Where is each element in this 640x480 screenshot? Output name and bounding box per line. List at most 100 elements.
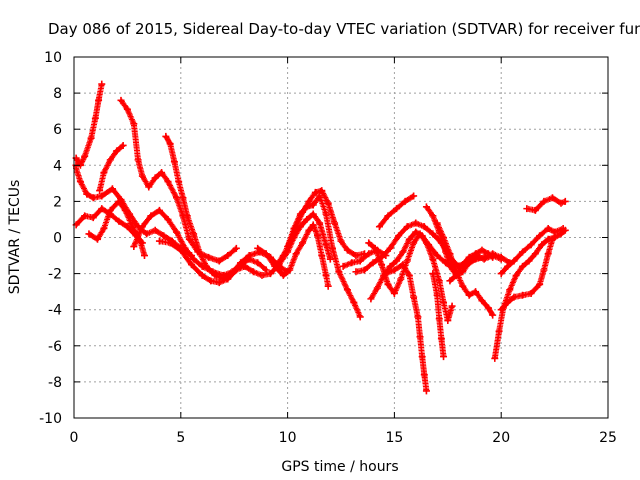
- data-point: [249, 268, 257, 276]
- data-point: [296, 210, 304, 218]
- series-arc-2: [72, 80, 106, 169]
- data-point: [412, 219, 420, 227]
- data-point: [322, 210, 330, 218]
- data-point: [254, 244, 262, 252]
- data-point: [495, 327, 503, 335]
- data-point: [531, 250, 539, 258]
- data-point: [519, 262, 527, 270]
- marker-trail: [73, 81, 105, 169]
- data-point: [237, 259, 245, 267]
- data-point: [311, 188, 319, 196]
- data-point: [444, 317, 452, 325]
- data-point: [211, 271, 219, 279]
- data-point: [100, 169, 108, 177]
- data-point: [390, 266, 398, 274]
- data-point: [138, 223, 146, 231]
- data-point: [472, 250, 480, 258]
- data-point: [448, 302, 456, 310]
- data-point: [429, 212, 437, 220]
- data-point: [309, 201, 317, 209]
- x-axis-label: GPS time / hours: [281, 459, 398, 475]
- data-point: [352, 268, 360, 276]
- y-axis-label: SDTVAR / TECUs: [7, 180, 23, 295]
- data-point: [155, 206, 163, 214]
- data-point: [465, 291, 473, 299]
- data-point: [525, 257, 533, 265]
- data-point: [429, 255, 437, 263]
- data-point: [303, 215, 311, 223]
- data-point: [440, 298, 448, 306]
- data-point: [350, 298, 358, 306]
- data-point: [130, 243, 138, 251]
- data-point: [489, 311, 497, 319]
- data-point: [497, 306, 505, 314]
- data-point: [318, 252, 326, 260]
- data-point: [519, 291, 527, 299]
- y-tick-label: 8: [53, 86, 62, 102]
- data-point: [412, 228, 420, 236]
- data-point: [138, 172, 146, 180]
- data-point: [185, 235, 193, 243]
- data-point: [177, 246, 185, 254]
- data-point: [472, 288, 480, 296]
- y-tick-label: 10: [44, 50, 62, 66]
- data-point: [356, 313, 364, 321]
- y-tick-label: 6: [53, 122, 62, 138]
- data-point: [232, 244, 240, 252]
- data-point: [365, 239, 373, 247]
- data-point: [155, 237, 163, 245]
- series-arc-23: [491, 226, 569, 362]
- data-point: [510, 293, 518, 301]
- series-arc-12: [284, 192, 364, 321]
- data-point: [510, 257, 518, 265]
- data-point: [433, 291, 441, 299]
- data-point: [437, 335, 445, 343]
- data-point: [371, 244, 379, 252]
- data-point: [401, 197, 409, 205]
- data-point: [106, 156, 114, 164]
- data-point: [335, 268, 343, 276]
- data-point: [286, 266, 294, 274]
- data-point: [403, 223, 411, 231]
- y-tick-label: -2: [48, 267, 62, 283]
- data-point: [531, 206, 539, 214]
- marker-trail: [96, 142, 127, 194]
- data-point: [232, 266, 240, 274]
- data-point: [429, 230, 437, 238]
- data-point: [378, 261, 386, 269]
- data-point: [337, 237, 345, 245]
- data-point: [538, 241, 546, 249]
- data-point: [536, 232, 544, 240]
- data-point: [382, 270, 390, 278]
- data-point: [504, 262, 512, 270]
- y-tick-label: -10: [39, 411, 62, 427]
- data-point: [375, 223, 383, 231]
- data-point: [422, 203, 430, 211]
- data-point: [489, 253, 497, 261]
- data-point: [484, 304, 492, 312]
- data-point: [173, 194, 181, 202]
- data-point: [158, 169, 166, 177]
- data-point: [81, 152, 89, 160]
- data-point: [224, 275, 232, 283]
- data-point: [316, 192, 324, 200]
- data-point: [410, 192, 418, 200]
- data-point: [527, 241, 535, 249]
- y-tick-label: 0: [53, 231, 62, 247]
- data-point: [548, 194, 556, 202]
- x-tick-label: 0: [70, 430, 79, 446]
- data-point: [164, 178, 172, 186]
- data-point: [386, 244, 394, 252]
- axes: 0 5 10 15 20 25 -10 -8 -6 -4 -2 0 2 4 6 8 10: [39, 50, 617, 446]
- data-point: [89, 194, 97, 202]
- data-point: [527, 289, 535, 297]
- data-point: [390, 289, 398, 297]
- data-point: [108, 185, 116, 193]
- data-point: [279, 252, 287, 260]
- series-arc-4: [85, 197, 148, 260]
- x-tick-label: 20: [492, 430, 510, 446]
- x-tick-label: 15: [385, 430, 403, 446]
- data-point: [414, 313, 422, 321]
- data-point: [365, 250, 373, 258]
- data-point: [418, 232, 426, 240]
